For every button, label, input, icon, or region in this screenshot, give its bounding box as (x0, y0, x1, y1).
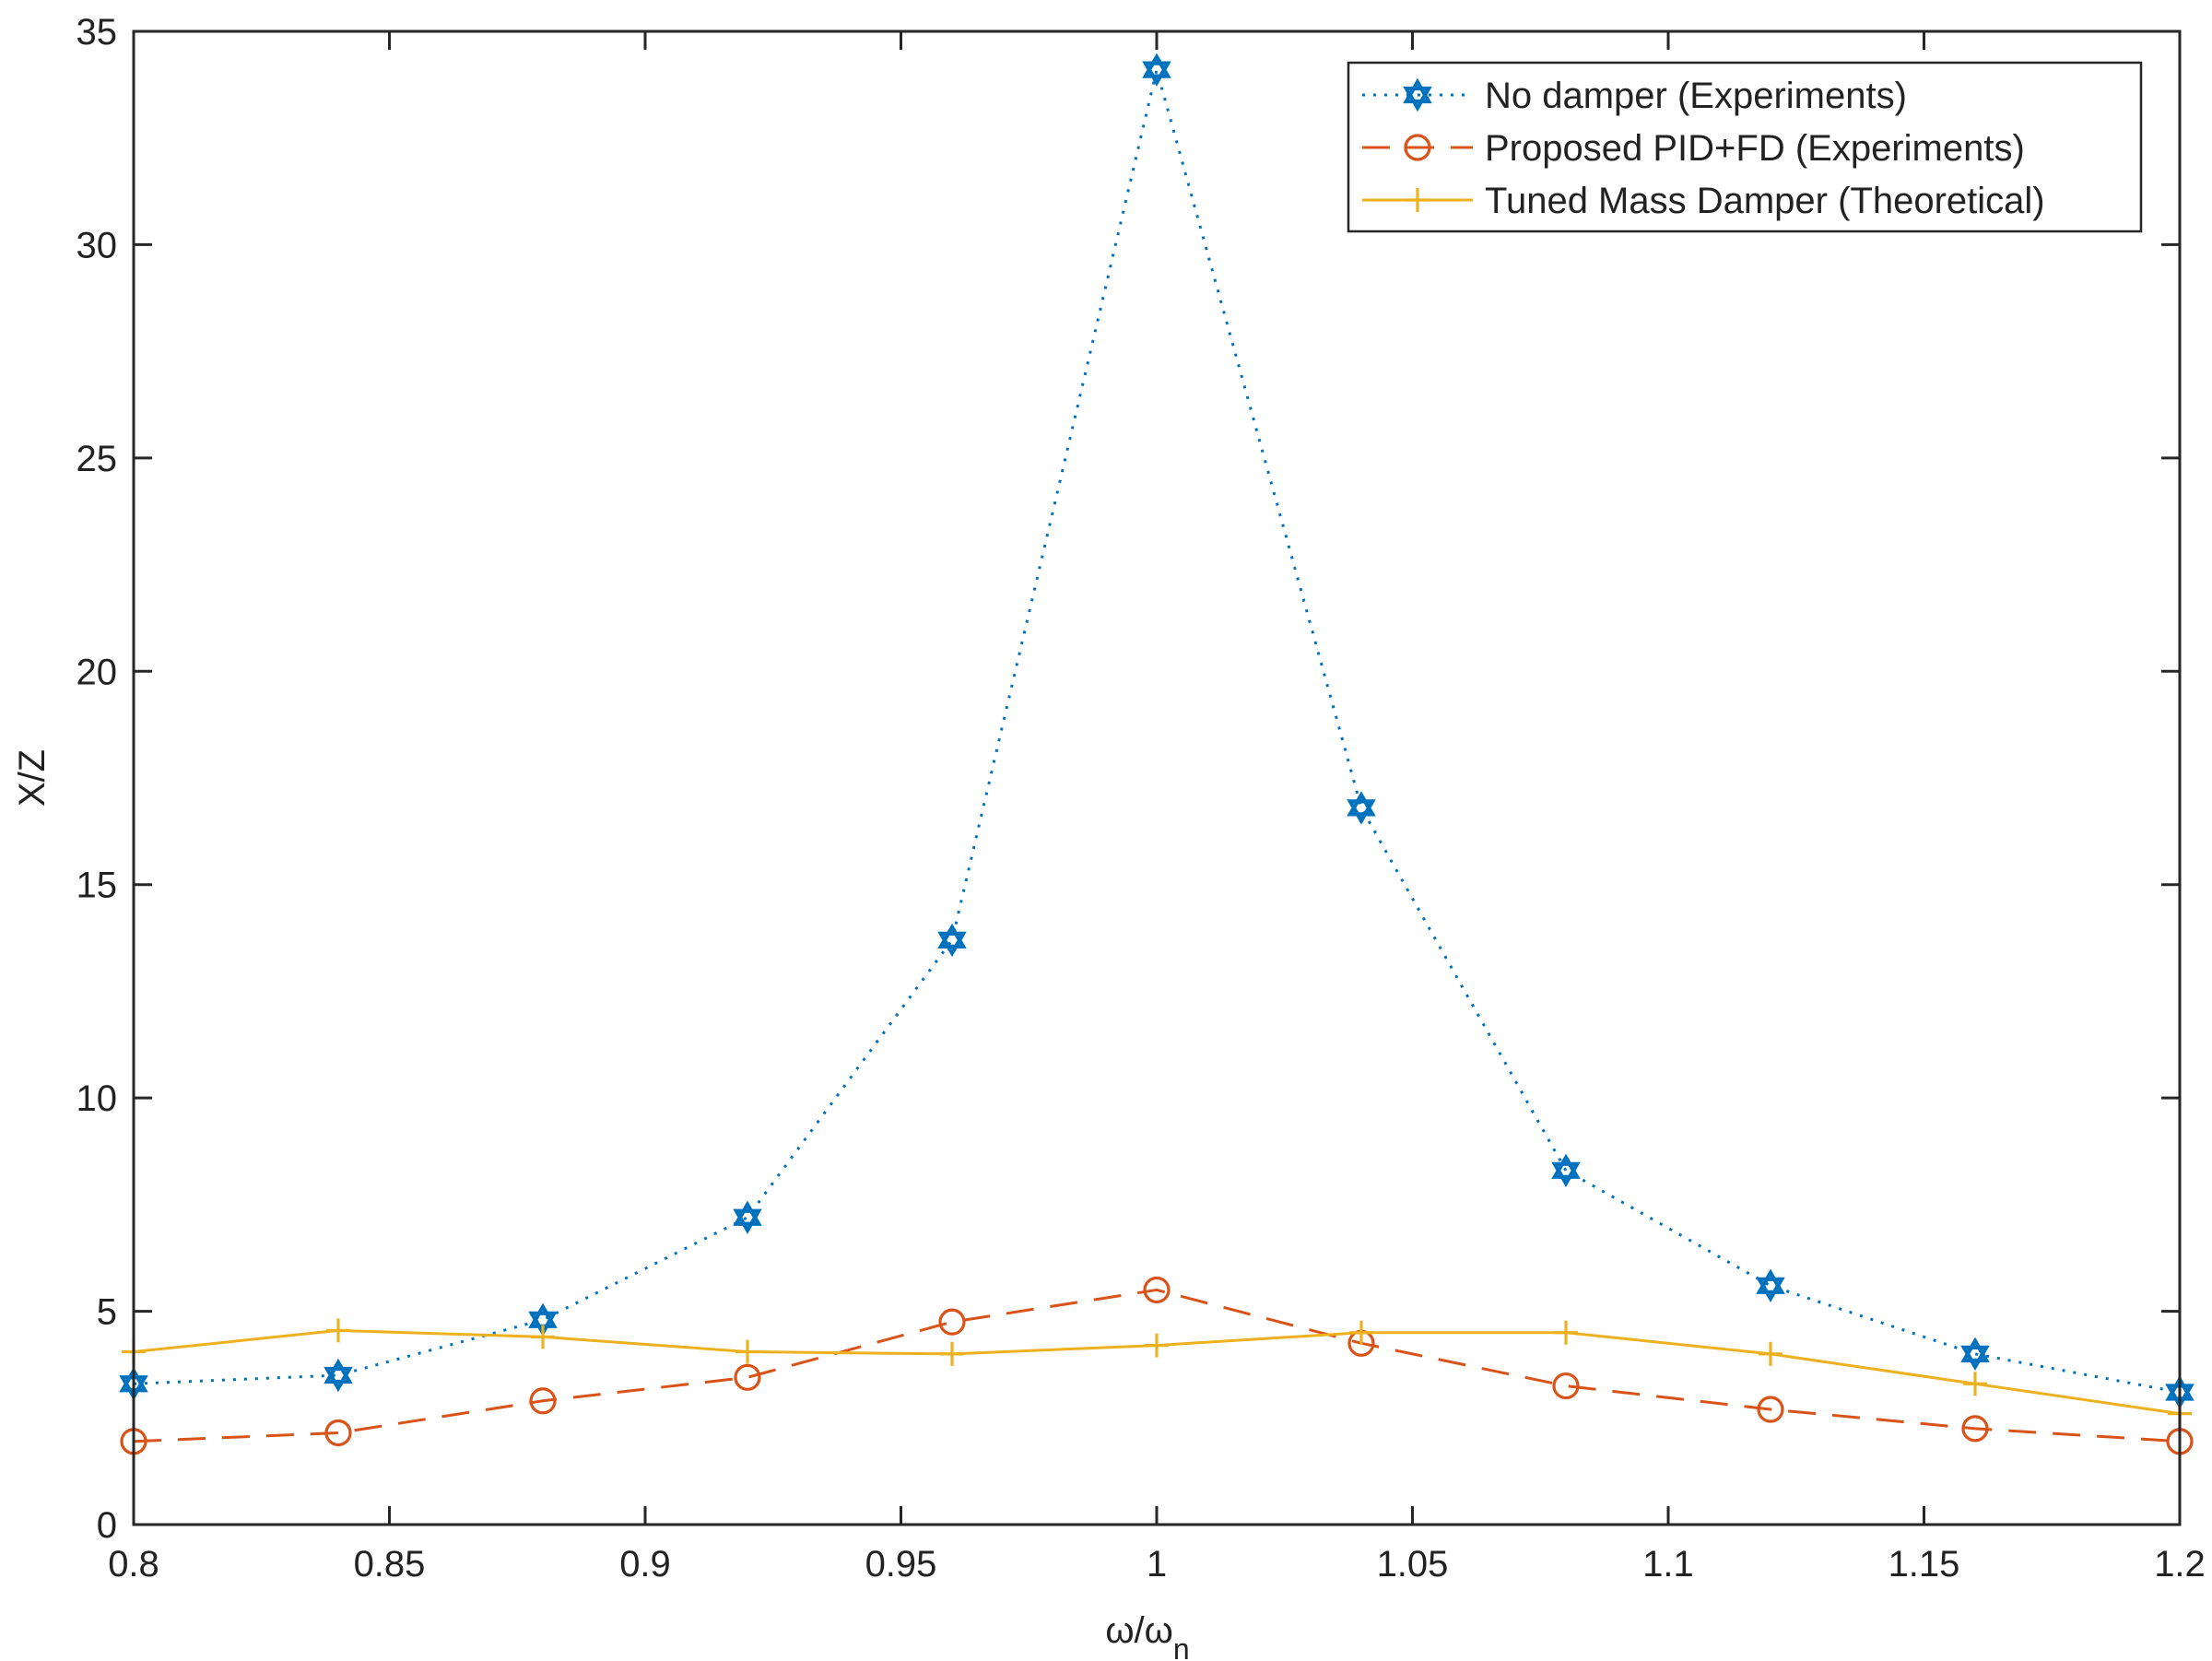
data-point-marker (1349, 1320, 1373, 1345)
x-tick-label: 0.95 (865, 1544, 937, 1584)
series-layer (119, 53, 2194, 1455)
x-axis-label: ω/ωn (1105, 1610, 1189, 1661)
legend-label: Proposed PID+FD (Experiments) (1485, 128, 2025, 169)
y-tick-label: 20 (76, 652, 118, 692)
data-point-marker (1145, 1333, 1169, 1358)
series-3 (122, 1318, 2192, 1426)
data-point-marker (940, 1341, 964, 1366)
data-point-marker (1961, 1415, 1989, 1443)
data-point-marker (938, 1308, 966, 1336)
legend-label: No damper (Experiments) (1485, 76, 1907, 116)
y-tick-label: 5 (97, 1292, 117, 1333)
x-tick-label: 0.8 (108, 1544, 159, 1584)
x-tick-label: 0.9 (619, 1544, 671, 1584)
y-tick-label: 25 (76, 439, 118, 479)
series-line (133, 1288, 2181, 1443)
data-point-marker (1554, 1320, 1578, 1345)
data-point-marker (1757, 1396, 1784, 1423)
y-tick-label: 10 (76, 1078, 118, 1119)
data-point-marker (937, 923, 967, 958)
x-axis-label-main: ω/ω (1105, 1610, 1173, 1651)
x-tick-label: 1.15 (1888, 1544, 1960, 1584)
legend-marker (1404, 134, 1431, 161)
x-tick-label: 0.85 (354, 1544, 426, 1584)
data-point-marker (324, 1358, 353, 1393)
data-point-marker (1963, 1372, 1987, 1396)
data-point-marker (326, 1318, 350, 1343)
data-point-marker (1756, 1268, 1785, 1303)
legend-label: Tuned Mass Damper (Theoretical) (1485, 181, 2045, 221)
data-point-marker (1347, 791, 1376, 825)
data-point-marker (735, 1339, 759, 1364)
data-point-marker (529, 1387, 557, 1415)
legend-box (1347, 61, 2143, 233)
x-tick-label: 1.1 (1642, 1544, 1694, 1584)
data-point-marker (1759, 1341, 1783, 1366)
y-axis-label: X/Z (12, 749, 53, 807)
y-tick-label: 15 (76, 866, 118, 906)
legend-marker (1403, 77, 1432, 112)
y-tick-label: 0 (97, 1505, 117, 1546)
series-1 (119, 53, 2194, 1409)
data-point-marker (1960, 1337, 1990, 1372)
x-tick-label: 1.2 (2154, 1544, 2206, 1584)
y-tick-label: 30 (76, 225, 118, 265)
y-tick-label: 35 (76, 12, 118, 53)
series-2 (120, 1276, 2194, 1455)
legend-item-1: No damper (Experiments) (1362, 76, 1907, 116)
data-point-marker (531, 1325, 555, 1349)
legend: No damper (Experiments) Proposed PID+FD (… (1347, 61, 2143, 233)
legend-item-2: Proposed PID+FD (Experiments) (1362, 128, 2025, 169)
data-point-marker (1551, 1153, 1581, 1188)
data-point-marker (324, 1419, 352, 1447)
data-point-marker (1143, 1276, 1171, 1304)
legend-marker (1406, 188, 1430, 212)
axes-layer: 0.8 0.85 0.9 0.95 1 1.05 1.1 1.15 1.2 0 5 10 15 20 25 3… (12, 12, 2206, 1661)
data-point-marker (733, 1200, 762, 1234)
x-tick-label: 1.05 (1377, 1544, 1449, 1584)
legend-item-3: Tuned Mass Damper (Theoretical) (1362, 181, 2045, 221)
data-point-marker (734, 1363, 761, 1391)
series-line (133, 68, 2181, 1394)
data-point-marker (1142, 53, 1171, 87)
data-point-marker (1552, 1372, 1580, 1400)
x-tick-label: 1 (1147, 1544, 1167, 1584)
x-axis-label-subscript: n (1173, 1632, 1190, 1661)
